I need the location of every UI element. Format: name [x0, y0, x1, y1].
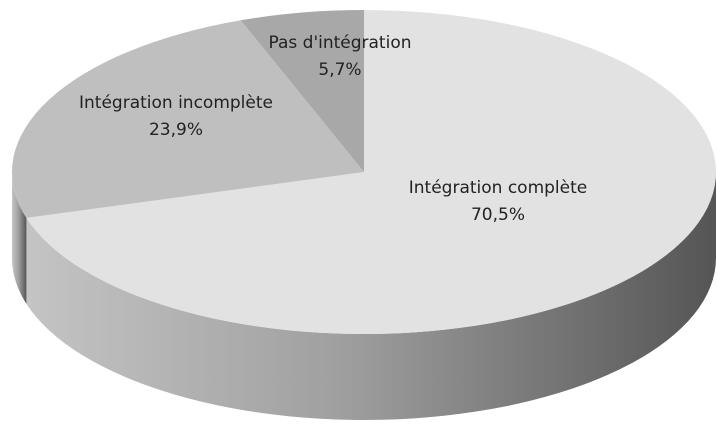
slice-value-label: 5,7%: [318, 60, 361, 80]
slice: [11, 20, 364, 218]
slice-value-label: 23,9%: [149, 120, 203, 140]
slice-label: Pas d'intégration: [268, 33, 411, 53]
slice: [240, 9, 364, 172]
slice-side: [12, 172, 27, 304]
slice-label: Intégration incomplète: [79, 93, 273, 113]
slice-side: [26, 172, 717, 421]
slice: [26, 10, 717, 334]
slice-label: Intégration complète: [409, 178, 587, 198]
slice-value-label: 70,5%: [471, 205, 525, 225]
